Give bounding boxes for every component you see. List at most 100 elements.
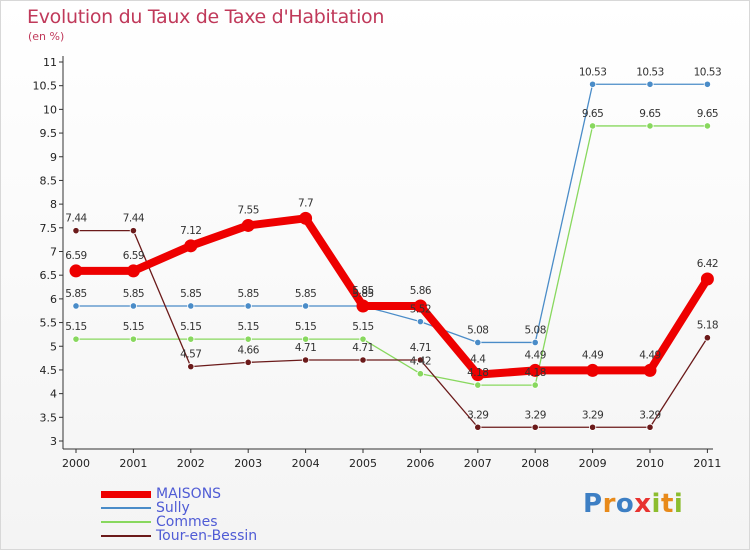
data-label-maisons: 4.49 bbox=[639, 349, 660, 361]
data-point-maisons bbox=[528, 363, 542, 377]
data-label-maisons: 5.86 bbox=[410, 285, 432, 297]
logo-letter: t bbox=[660, 489, 674, 519]
data-label-maisons: 7.7 bbox=[298, 197, 313, 209]
data-point-commes bbox=[301, 335, 310, 343]
data-point-commes bbox=[416, 370, 424, 378]
data-point-commes bbox=[474, 381, 482, 389]
data-point-maisons bbox=[184, 239, 198, 253]
data-point-maisons bbox=[126, 264, 140, 278]
y-tick-label: 10 bbox=[43, 103, 57, 116]
data-label-commes: 4.18 bbox=[467, 367, 488, 379]
data-label-tour-en-bessin: 5.18 bbox=[697, 320, 718, 332]
data-label-sully: 10.53 bbox=[636, 66, 664, 78]
data-label-tour-en-bessin: 4.66 bbox=[238, 344, 260, 356]
x-tick-label: 2008 bbox=[521, 457, 549, 470]
data-label-sully: 5.85 bbox=[123, 288, 144, 300]
data-point-sully bbox=[187, 302, 195, 310]
data-label-tour-en-bessin: 7.44 bbox=[123, 213, 145, 225]
data-point-commes bbox=[588, 122, 597, 130]
data-point-tour-en-bessin bbox=[646, 423, 654, 431]
data-label-maisons: 7.55 bbox=[238, 204, 259, 216]
data-label-maisons: 6.59 bbox=[65, 250, 86, 262]
data-point-commes bbox=[187, 335, 195, 343]
data-point-commes bbox=[359, 335, 367, 343]
data-label-commes: 5.15 bbox=[123, 321, 144, 333]
data-label-maisons: 4.4 bbox=[470, 354, 486, 366]
data-point-sully bbox=[72, 302, 80, 310]
logo-letter: x bbox=[634, 489, 652, 519]
data-point-tour-en-bessin bbox=[244, 358, 252, 366]
data-point-sully bbox=[531, 338, 539, 347]
data-point-maisons bbox=[241, 218, 255, 232]
data-label-sully: 10.53 bbox=[579, 66, 607, 78]
data-point-commes bbox=[244, 335, 252, 343]
y-tick-label: 6 bbox=[50, 293, 57, 306]
data-point-tour-en-bessin bbox=[703, 334, 712, 342]
data-label-sully: 5.08 bbox=[467, 324, 488, 336]
data-label-tour-en-bessin: 3.29 bbox=[525, 409, 546, 421]
data-label-tour-en-bessin: 3.29 bbox=[639, 409, 660, 421]
data-label-commes: 5.15 bbox=[295, 321, 316, 333]
x-tick-label: 2009 bbox=[579, 457, 607, 470]
data-point-sully bbox=[129, 302, 137, 310]
x-tick-label: 2010 bbox=[636, 457, 664, 470]
data-label-sully: 5.85 bbox=[180, 288, 201, 300]
legend-label: MAISONS bbox=[156, 486, 222, 502]
data-point-commes bbox=[531, 381, 539, 389]
data-label-tour-en-bessin: 4.71 bbox=[352, 342, 373, 354]
data-label-tour-en-bessin: 3.29 bbox=[467, 409, 488, 421]
data-point-sully bbox=[474, 338, 482, 347]
x-tick-label: 2000 bbox=[62, 457, 90, 470]
data-point-maisons bbox=[586, 363, 600, 377]
y-tick-label: 3.5 bbox=[40, 411, 58, 424]
data-label-maisons: 7.12 bbox=[180, 225, 201, 237]
data-point-maisons bbox=[643, 363, 657, 377]
data-label-commes: 9.65 bbox=[697, 108, 718, 120]
data-point-commes bbox=[646, 122, 654, 130]
chart-subtitle: (en %) bbox=[28, 30, 65, 43]
data-label-maisons: 4.49 bbox=[582, 349, 603, 361]
data-point-maisons bbox=[356, 299, 370, 313]
y-tick-label: 7 bbox=[50, 246, 57, 259]
data-label-sully: 5.85 bbox=[295, 288, 316, 300]
data-label-tour-en-bessin: 4.71 bbox=[295, 342, 316, 354]
data-point-sully bbox=[703, 80, 712, 88]
legend-swatch bbox=[101, 521, 151, 523]
data-point-tour-en-bessin bbox=[474, 423, 482, 431]
data-label-tour-en-bessin: 3.29 bbox=[582, 409, 603, 421]
data-label-maisons: 4.49 bbox=[525, 349, 546, 361]
x-tick-label: 2011 bbox=[693, 457, 721, 470]
data-label-sully: 5.08 bbox=[525, 324, 546, 336]
logo-letter: P bbox=[583, 489, 603, 519]
data-point-sully bbox=[244, 302, 252, 310]
data-point-commes bbox=[72, 335, 80, 343]
series-line-maisons bbox=[72, 214, 712, 379]
data-label-tour-en-bessin: 4.71 bbox=[410, 342, 431, 354]
x-tick-label: 2003 bbox=[234, 457, 262, 470]
series-line-sully bbox=[75, 83, 709, 344]
x-tick-label: 2004 bbox=[292, 457, 320, 470]
legend-label: Sully bbox=[156, 500, 190, 516]
data-point-tour-en-bessin bbox=[72, 227, 80, 235]
data-label-commes: 4.18 bbox=[525, 367, 546, 379]
data-label-commes: 9.65 bbox=[639, 108, 660, 120]
data-point-tour-en-bessin bbox=[416, 356, 424, 364]
x-tick-label: 2002 bbox=[177, 457, 205, 470]
data-point-maisons bbox=[471, 368, 485, 382]
series-line-tour-en-bessin bbox=[75, 230, 709, 428]
x-tick-label: 2005 bbox=[349, 457, 377, 470]
data-point-commes bbox=[703, 122, 712, 130]
x-tick-label: 2001 bbox=[119, 457, 147, 470]
data-point-commes bbox=[129, 335, 137, 343]
data-point-tour-en-bessin bbox=[187, 363, 195, 371]
legend-swatch bbox=[101, 491, 151, 498]
logo-letter: i bbox=[651, 489, 661, 519]
y-tick-label: 5 bbox=[50, 340, 57, 353]
data-point-sully bbox=[646, 80, 654, 88]
data-point-maisons bbox=[413, 299, 427, 313]
data-point-maisons bbox=[700, 272, 714, 286]
legend-swatch bbox=[101, 507, 151, 509]
data-label-commes: 5.15 bbox=[65, 321, 86, 333]
